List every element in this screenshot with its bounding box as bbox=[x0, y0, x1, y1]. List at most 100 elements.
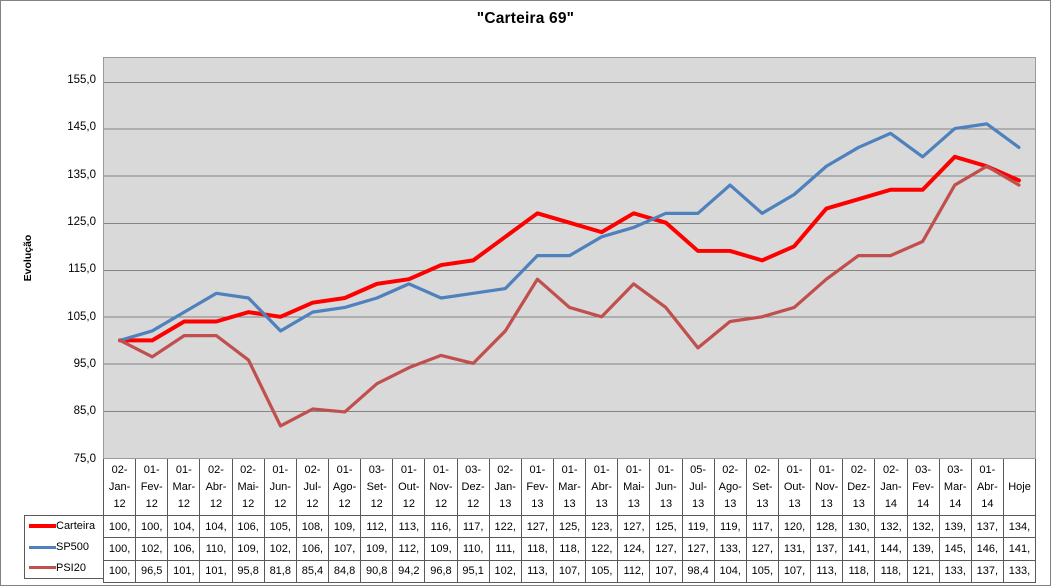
table-cell: 95,8 bbox=[233, 560, 265, 582]
table-cell: 105, bbox=[747, 560, 779, 582]
table-cell: 102, bbox=[265, 538, 297, 560]
table-cell: 131, bbox=[779, 538, 812, 560]
legend-item-sp500: SP500 bbox=[25, 537, 103, 558]
table-cell: 109, bbox=[425, 538, 458, 560]
table-cell: 109, bbox=[361, 538, 394, 560]
x-axis-label-line: Nov- bbox=[429, 480, 453, 493]
x-axis-label-line: 13 bbox=[627, 497, 640, 510]
table-cell: 104, bbox=[200, 516, 233, 538]
table-cell: 105, bbox=[265, 516, 297, 538]
legend-box: Carteira SP500 PSI20 bbox=[24, 515, 104, 579]
x-axis-label-line: 01- bbox=[658, 463, 674, 476]
x-axis-label-line: 12 bbox=[306, 497, 319, 510]
x-axis-label-line: 13 bbox=[595, 497, 608, 510]
table-cell: 95,1 bbox=[458, 560, 490, 582]
table-cell: 104, bbox=[715, 560, 747, 582]
y-tick-label: 115,0 bbox=[68, 263, 96, 276]
x-axis-label-line: 01- bbox=[143, 463, 160, 476]
table-cell: 118, bbox=[843, 560, 876, 582]
table-cell: 116, bbox=[425, 516, 458, 538]
table-cell: 106, bbox=[297, 538, 329, 560]
table-cell: 139, bbox=[908, 538, 940, 560]
table-cell: 112, bbox=[393, 538, 426, 560]
x-axis-label-line: 13 bbox=[756, 497, 769, 510]
x-axis-label-cell: 03- Set- 12 bbox=[361, 459, 394, 515]
x-axis-label-line: Set- bbox=[752, 480, 773, 493]
x-axis-label-line: Nov- bbox=[815, 480, 839, 493]
legend-label: Carteira bbox=[56, 520, 96, 533]
x-axis-label-line: 02- bbox=[722, 463, 739, 476]
x-axis-label-line: 12 bbox=[145, 497, 158, 510]
table-cell: 146, bbox=[972, 538, 1004, 560]
table-cell: 111, bbox=[490, 538, 522, 560]
table-cell: 108, bbox=[297, 516, 329, 538]
x-axis-label-line: Jul- bbox=[689, 480, 707, 493]
x-axis-label-line: Jan- bbox=[880, 480, 902, 493]
table-cell: 121, bbox=[908, 560, 940, 582]
x-axis-label-line: Hoje bbox=[1008, 480, 1031, 493]
table-cell: 110, bbox=[458, 538, 490, 560]
x-axis-label-line: 14 bbox=[981, 497, 994, 510]
legend-swatch-carteira bbox=[29, 524, 56, 529]
legend-label: SP500 bbox=[56, 541, 90, 553]
x-axis-label-line: 02- bbox=[304, 463, 321, 476]
legend-item-psi20: PSI20 bbox=[25, 557, 103, 578]
table-cell: 102, bbox=[136, 538, 169, 560]
x-axis-label-line: 01- bbox=[593, 463, 610, 476]
x-axis-label-cell: 02- Jul- 12 bbox=[297, 459, 329, 515]
table-cell: 123, bbox=[586, 516, 619, 538]
x-axis-label-line: Mar- bbox=[558, 480, 581, 493]
x-axis-label-line: 13 bbox=[563, 497, 576, 510]
table-cell: 100, bbox=[104, 516, 137, 538]
data-table: 02- Jan- 12 01- Fev- 12 01- Mar- 12 02- Abr- 12 02- M… bbox=[103, 459, 1036, 583]
table-cell: 130, bbox=[843, 516, 876, 538]
table-cell: 127, bbox=[650, 538, 683, 560]
x-axis-label-line: 03- bbox=[947, 463, 964, 476]
x-axis-label-cell: 02- Mai- 12 bbox=[233, 459, 265, 515]
table-cell: 118, bbox=[875, 560, 908, 582]
x-axis-label-line: Abr- bbox=[976, 480, 998, 493]
x-axis-label-line: Set- bbox=[366, 480, 387, 493]
table-cell: 113, bbox=[522, 560, 554, 582]
x-axis-label-cell: 02- Jan- 14 bbox=[875, 459, 908, 515]
table-cell: 137, bbox=[972, 560, 1004, 582]
table-cell: 119, bbox=[683, 516, 715, 538]
x-axis-label-line: Mai- bbox=[623, 480, 645, 493]
x-axis-label-line: 02- bbox=[208, 463, 224, 476]
x-axis-label-cell: 01- Abr- 14 bbox=[972, 459, 1004, 515]
table-cell: 119, bbox=[715, 516, 747, 538]
table-cell: 133, bbox=[1008, 565, 1031, 578]
table-cell: 122, bbox=[586, 538, 619, 560]
x-axis-label-line: Fev- bbox=[912, 480, 935, 493]
table-cell: 98,4 bbox=[683, 560, 715, 582]
chart-canvas bbox=[104, 58, 1035, 458]
table-cell: 118, bbox=[554, 538, 587, 560]
x-axis-label-cell: 01- Out- 12 bbox=[393, 459, 426, 515]
x-axis-label-line: 13 bbox=[788, 497, 801, 510]
x-axis-label-line: 12 bbox=[274, 497, 287, 510]
x-axis-label-line: 13 bbox=[691, 497, 705, 510]
table-cell: 96,5 bbox=[136, 560, 169, 582]
y-tick-label: 75,0 bbox=[73, 452, 96, 465]
table-cell: 141, bbox=[1008, 542, 1031, 555]
table-cell: 127, bbox=[522, 516, 554, 538]
x-axis-label-line: 12 bbox=[370, 497, 383, 510]
x-axis-label-line: Jul- bbox=[303, 480, 322, 493]
table-cell: 100, bbox=[104, 560, 137, 582]
x-axis-label-line: 12 bbox=[177, 497, 190, 510]
x-axis-label-line: 12 bbox=[402, 497, 415, 510]
table-cell: 125, bbox=[554, 516, 587, 538]
y-tick-label: 105,0 bbox=[67, 310, 96, 323]
series-line-carteira bbox=[118, 154, 1021, 343]
table-cell: 144, bbox=[875, 538, 908, 560]
x-axis-label-line: 12 bbox=[466, 497, 480, 510]
series-line-sp500 bbox=[118, 122, 1021, 343]
legend-label: PSI20 bbox=[56, 561, 86, 574]
x-axis-label-cell: 02- Abr- 12 bbox=[200, 459, 233, 515]
x-axis-label-cell: 05- Jul- 13 bbox=[683, 459, 715, 515]
table-cell: 84,8 bbox=[329, 560, 362, 582]
table-cell: 109, bbox=[233, 538, 265, 560]
x-axis-label-line: 02- bbox=[111, 463, 128, 476]
x-axis-label-line: 02- bbox=[850, 463, 867, 476]
y-tick-label: 155,0 bbox=[67, 74, 96, 87]
